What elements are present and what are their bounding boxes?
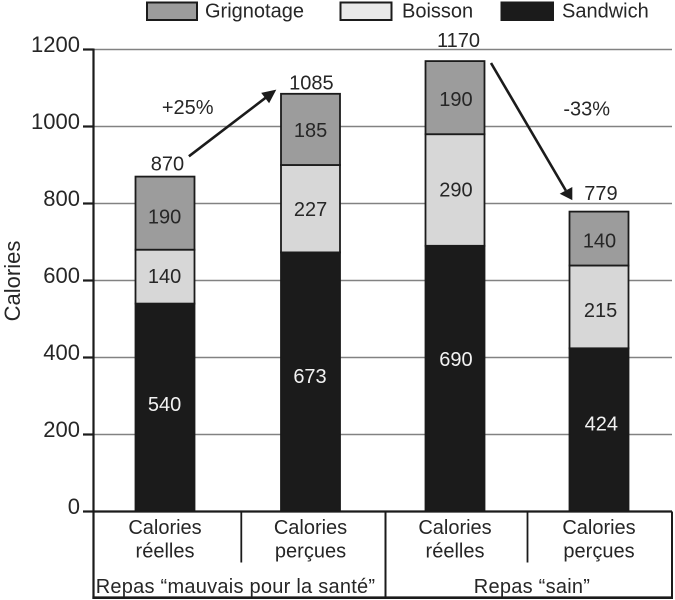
svg-text:Calories: Calories bbox=[128, 517, 201, 539]
svg-text:424: 424 bbox=[585, 414, 618, 436]
svg-text:Calories: Calories bbox=[274, 517, 347, 539]
svg-text:227: 227 bbox=[294, 199, 327, 221]
svg-text:perçues: perçues bbox=[563, 541, 634, 563]
svg-text:1200: 1200 bbox=[31, 32, 80, 57]
svg-text:1085: 1085 bbox=[289, 73, 334, 95]
svg-text:185: 185 bbox=[294, 120, 327, 142]
svg-text:140: 140 bbox=[148, 266, 181, 288]
svg-text:Boisson: Boisson bbox=[402, 1, 473, 23]
svg-text:540: 540 bbox=[148, 394, 181, 416]
svg-text:215: 215 bbox=[584, 300, 617, 322]
svg-text:1000: 1000 bbox=[31, 109, 80, 134]
svg-text:réelles: réelles bbox=[136, 541, 195, 563]
svg-text:190: 190 bbox=[439, 89, 472, 111]
svg-text:Grignotage: Grignotage bbox=[205, 1, 304, 23]
svg-text:0: 0 bbox=[68, 494, 80, 519]
svg-text:Calories: Calories bbox=[418, 517, 491, 539]
svg-text:690: 690 bbox=[439, 349, 472, 371]
svg-text:600: 600 bbox=[43, 263, 80, 288]
svg-text:+25%: +25% bbox=[162, 97, 214, 119]
svg-text:Calories: Calories bbox=[562, 517, 635, 539]
svg-text:779: 779 bbox=[584, 183, 617, 205]
svg-text:Repas “sain”: Repas “sain” bbox=[474, 576, 590, 598]
svg-text:Repas “mauvais pour la santé”: Repas “mauvais pour la santé” bbox=[96, 576, 376, 598]
svg-text:800: 800 bbox=[43, 186, 80, 211]
svg-text:190: 190 bbox=[148, 206, 181, 228]
svg-text:140: 140 bbox=[583, 230, 616, 252]
svg-text:Calories: Calories bbox=[0, 241, 25, 322]
svg-text:Sandwich: Sandwich bbox=[562, 1, 649, 23]
svg-text:870: 870 bbox=[151, 154, 184, 176]
svg-text:673: 673 bbox=[293, 366, 326, 388]
svg-text:réelles: réelles bbox=[426, 541, 485, 563]
svg-text:290: 290 bbox=[439, 179, 472, 201]
svg-text:400: 400 bbox=[43, 340, 80, 365]
svg-text:-33%: -33% bbox=[563, 99, 610, 121]
svg-text:200: 200 bbox=[43, 417, 80, 442]
svg-text:1170: 1170 bbox=[437, 30, 480, 52]
svg-text:perçues: perçues bbox=[275, 541, 346, 563]
